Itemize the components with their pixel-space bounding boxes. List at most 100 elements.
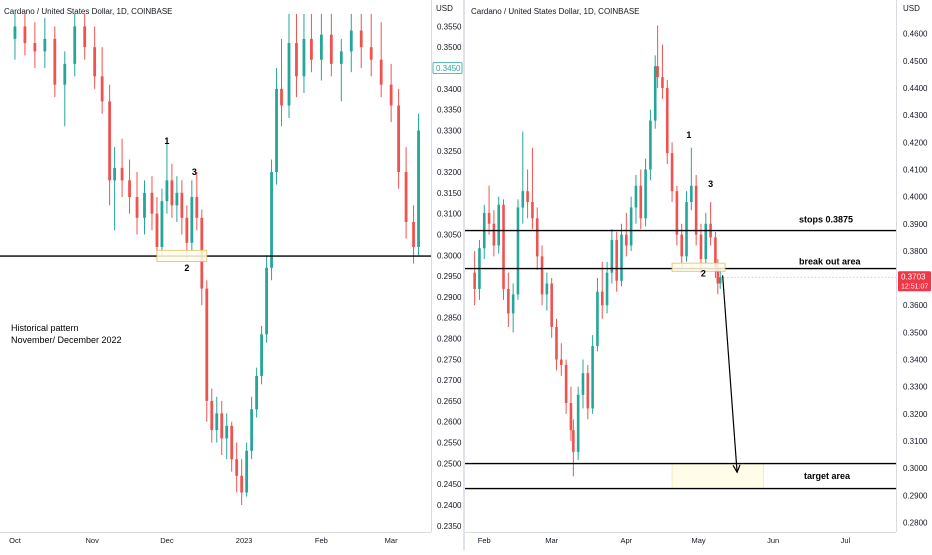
panel-divider[interactable]: [463, 0, 465, 550]
candle-body: [404, 172, 408, 222]
candle: [596, 278, 599, 352]
candle: [639, 169, 643, 230]
candle-body: [535, 218, 539, 257]
candle-body: [716, 267, 720, 284]
candle-body: [596, 291, 599, 346]
candle-body: [389, 84, 393, 106]
price-tick-label: 0.2550: [437, 439, 462, 448]
price-tick-label: 0.3500: [437, 43, 462, 52]
candle-body: [615, 240, 618, 281]
candle-body: [516, 207, 520, 295]
candle: [591, 335, 594, 414]
candle-body: [526, 191, 529, 203]
candle-body: [205, 288, 209, 401]
price-tick-label: 0.4600: [903, 30, 928, 39]
right-chart-panel[interactable]: 1 3 2 stops 0.3875 break out area target a…: [465, 0, 931, 545]
candle-body: [511, 294, 515, 314]
candle-body: [665, 87, 669, 154]
candle: [412, 205, 415, 264]
candle: [287, 13, 291, 118]
candle: [225, 413, 229, 460]
candle: [359, 13, 363, 69]
time-tick-label: May: [691, 536, 705, 545]
price-tick-label: 0.3250: [437, 147, 462, 156]
candle: [190, 180, 194, 252]
candle-body: [685, 202, 688, 257]
candle-body: [302, 38, 306, 77]
left-candles: [13, 13, 420, 505]
candle-body: [295, 43, 298, 77]
candle-body: [369, 47, 373, 60]
candle: [675, 185, 679, 246]
candle: [93, 26, 97, 89]
candle: [220, 400, 224, 456]
right-highlight-box[interactable]: [671, 262, 726, 272]
candle: [397, 88, 401, 189]
candle-body: [718, 277, 722, 284]
right-time-axis[interactable]: Feb Mar Apr May Jun Jul: [478, 536, 851, 545]
candle-body: [225, 425, 229, 439]
historical-pattern-label: Historical pattern: [11, 323, 79, 333]
candle: [690, 147, 693, 211]
candle-body: [265, 267, 268, 335]
candle: [143, 180, 146, 235]
candle: [63, 51, 67, 127]
projection-arrow[interactable]: [722, 275, 741, 474]
price-tick-label: 0.2900: [903, 491, 928, 500]
candle-body: [175, 192, 179, 206]
candle: [644, 158, 647, 227]
wave-label: 2: [701, 269, 706, 279]
candle-body: [690, 185, 693, 203]
candle: [572, 419, 575, 477]
candle-body: [629, 207, 633, 246]
candle-body: [195, 197, 199, 218]
target-area-box[interactable]: [671, 463, 764, 489]
left-time-axis[interactable]: Oct Nov Dec 2023 Feb Mar: [9, 536, 398, 545]
time-tick-label: Nov: [86, 536, 100, 545]
left-chart-panel[interactable]: 1 3 2 Historical pattern November/ Decembe…: [0, 0, 463, 545]
left-highlight-box[interactable]: [156, 249, 208, 262]
candle: [100, 47, 104, 114]
candle-body: [417, 130, 420, 247]
left-price-badge: 0.3450: [432, 62, 463, 74]
candle: [135, 172, 139, 235]
candle: [610, 229, 614, 284]
candle: [302, 13, 306, 93]
candle: [615, 231, 618, 292]
candle: [250, 396, 254, 460]
price-tick-label: 0.3300: [903, 383, 928, 392]
candle: [600, 261, 604, 319]
candle-body: [521, 191, 525, 208]
candle: [535, 207, 539, 270]
price-tick-label: 0.3100: [903, 437, 928, 446]
candle-body: [564, 364, 568, 403]
candle: [175, 176, 179, 222]
candle: [389, 63, 393, 123]
wave-label: 3: [708, 179, 713, 189]
candle-body: [581, 373, 585, 395]
candle: [487, 185, 491, 235]
candle-body: [560, 359, 563, 365]
price-tick-label: 0.2500: [437, 459, 462, 468]
candle-body: [656, 66, 659, 78]
price-tick-label: 0.4200: [903, 138, 928, 147]
candle: [160, 188, 164, 256]
time-tick-label: 2023: [236, 536, 253, 545]
candle-body: [339, 51, 343, 64]
candle: [511, 283, 515, 333]
candle: [555, 318, 558, 371]
candle-body: [43, 38, 47, 52]
candle-body: [634, 185, 638, 208]
candle-body: [23, 26, 27, 44]
price-tick-label: 0.3000: [903, 464, 928, 473]
candle-body: [155, 213, 159, 247]
right-candles: [473, 25, 722, 477]
candle-body: [260, 334, 263, 376]
candle: [319, 13, 323, 81]
candle-body: [639, 185, 643, 219]
candle-body: [280, 88, 283, 106]
left-wave-labels: 1 3 2: [164, 136, 196, 273]
time-tick-label: Mar: [545, 536, 558, 545]
left-price-axis[interactable]: 0.3550 0.3500 0.3450 0.3400 0.3350 0.3300 0.32…: [437, 22, 462, 530]
